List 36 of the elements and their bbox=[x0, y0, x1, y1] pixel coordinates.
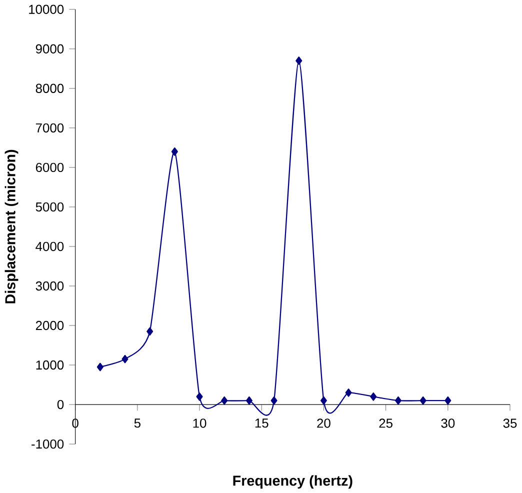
point bbox=[320, 396, 327, 405]
point bbox=[171, 147, 178, 156]
y-tick-label: 7000 bbox=[36, 123, 64, 132]
point bbox=[444, 396, 452, 405]
point bbox=[296, 56, 302, 65]
point bbox=[196, 392, 203, 401]
point bbox=[270, 396, 278, 405]
y-tick-label: 0 bbox=[57, 400, 64, 409]
y-tick-label: 5000 bbox=[36, 202, 64, 212]
y-axis-title: Displacement (micron) bbox=[4, 150, 18, 304]
y-tick-label: 9000 bbox=[36, 44, 64, 54]
y-tick-label: 6000 bbox=[36, 162, 64, 172]
x-tick-label: 5 bbox=[134, 418, 140, 428]
point bbox=[420, 396, 426, 405]
y-tick-label: 1000 bbox=[36, 360, 64, 370]
y-tick-label: 10000 bbox=[29, 4, 64, 14]
x-tick-label: 10 bbox=[193, 418, 206, 428]
y-tick-label: 2000 bbox=[36, 320, 64, 330]
point bbox=[146, 327, 154, 336]
x-tick-label: 15 bbox=[255, 418, 268, 428]
x-tick-label: 30 bbox=[441, 418, 455, 428]
x-tick-label: 35 bbox=[503, 418, 517, 428]
point bbox=[96, 362, 104, 371]
y-tick-label: 4000 bbox=[36, 242, 64, 251]
point bbox=[345, 388, 352, 397]
point bbox=[370, 392, 377, 401]
x-axis-title: Frequency (hertz) bbox=[233, 475, 352, 488]
x-tick-label: 20 bbox=[317, 418, 330, 428]
point bbox=[221, 396, 228, 405]
y-tick-label: 3000 bbox=[36, 281, 64, 290]
y-tick-label: 8000 bbox=[36, 84, 64, 93]
point bbox=[122, 354, 128, 364]
point bbox=[394, 396, 402, 405]
y-tick-label: -1000 bbox=[32, 439, 64, 448]
point bbox=[246, 396, 252, 405]
x-tick-label: 25 bbox=[379, 418, 392, 428]
